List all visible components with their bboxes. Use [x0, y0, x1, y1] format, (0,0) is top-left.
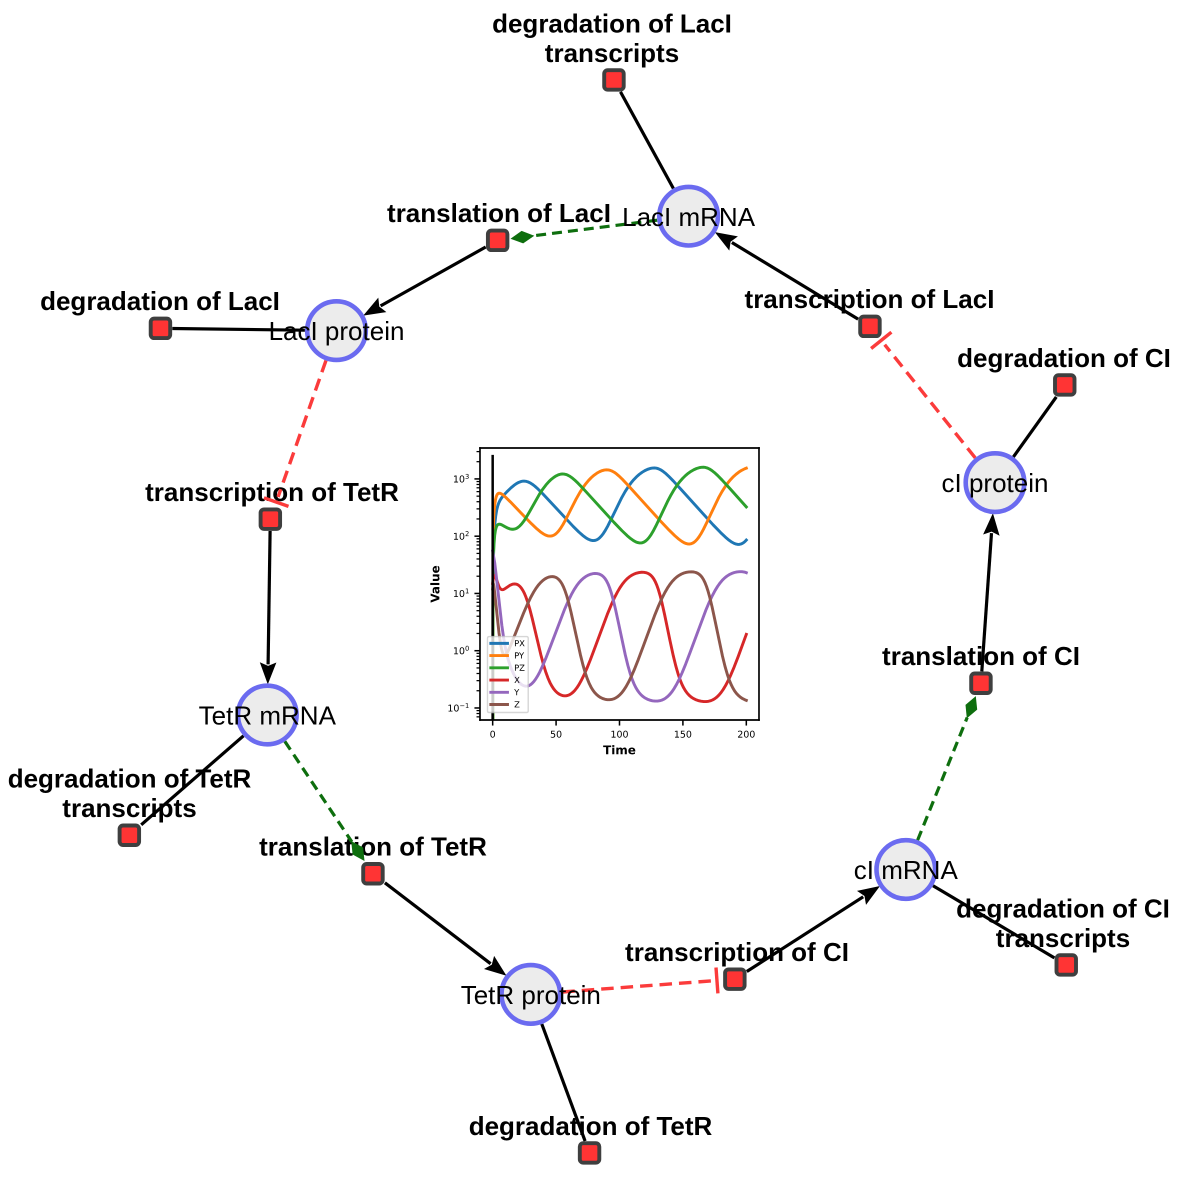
svg-text:transcripts: transcripts: [545, 38, 679, 68]
svg-text:transcripts: transcripts: [62, 793, 196, 823]
svg-text:cI protein: cI protein: [942, 468, 1049, 498]
svg-text:transcription of LacI: transcription of LacI: [745, 284, 995, 314]
svg-text:TetR protein: TetR protein: [461, 980, 601, 1010]
svg-text:degradation of LacI: degradation of LacI: [492, 8, 732, 38]
svg-text:translation of LacI: translation of LacI: [387, 198, 611, 228]
svg-text:translation of TetR: translation of TetR: [259, 832, 487, 862]
svg-text:TetR mRNA: TetR mRNA: [199, 701, 337, 731]
svg-text:LacI protein: LacI protein: [269, 316, 405, 346]
svg-text:transcription of CI: transcription of CI: [625, 937, 849, 967]
svg-text:degradation of LacI: degradation of LacI: [40, 286, 280, 316]
svg-text:degradation of TetR: degradation of TetR: [469, 1111, 713, 1141]
svg-text:transcripts: transcripts: [996, 923, 1130, 953]
svg-text:degradation of TetR: degradation of TetR: [8, 764, 252, 794]
svg-text:degradation of CI: degradation of CI: [956, 893, 1170, 923]
svg-text:degradation of CI: degradation of CI: [957, 343, 1171, 373]
svg-text:cI mRNA: cI mRNA: [854, 855, 959, 885]
svg-text:LacI mRNA: LacI mRNA: [622, 202, 756, 232]
